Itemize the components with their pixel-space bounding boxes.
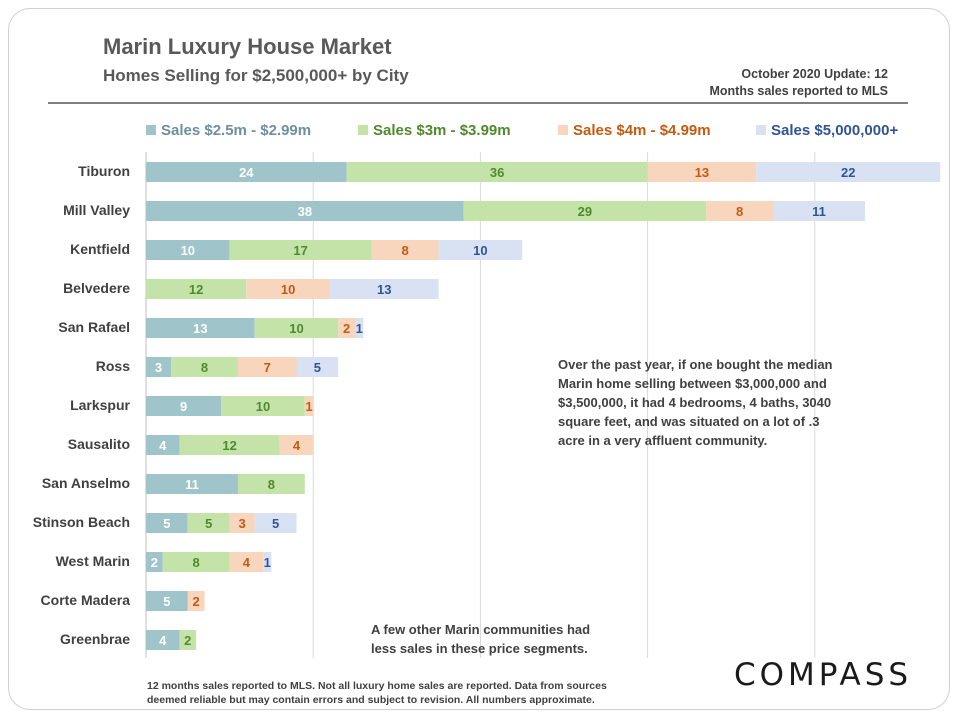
category-label-tiburon: Tiburon: [78, 163, 130, 179]
footer-disclaimer: 12 months sales reported to MLS. Not all…: [147, 679, 607, 707]
page-subtitle: Homes Selling for $2,500,000+ by City: [103, 66, 409, 85]
category-label-kentfield: Kentfield: [70, 241, 130, 257]
median-note-line-4: square feet, and was situated on a lot o…: [558, 414, 820, 429]
category-label-san-anselmo: San Anselmo: [41, 475, 130, 491]
legend-swatch-3m: [358, 125, 368, 135]
median-note-line-2: Marin home selling between $3,000,000 an…: [558, 376, 827, 391]
category-label-san-rafael: San Rafael: [58, 319, 130, 335]
median-home-note: Over the past year, if one bought the me…: [558, 355, 833, 450]
category-label-sausalito: Sausalito: [67, 436, 130, 452]
legend-swatch-4m: [558, 125, 568, 135]
header-divider: [48, 102, 908, 104]
legend-swatch-2-5m: [146, 125, 156, 135]
compass-logo: COMPASS: [734, 657, 913, 693]
category-label-ross: Ross: [95, 358, 130, 374]
update-line-1: October 2020 Update: 12: [741, 67, 888, 81]
category-label-west-marin: West Marin: [55, 553, 130, 569]
legend-label-2-5m: Sales $2.5m - $2.99m: [161, 122, 312, 139]
others-note-line-2: less sales in these price segments.: [371, 641, 588, 656]
footer-line-1: 12 months sales reported to MLS. Not all…: [147, 680, 607, 692]
page-title: Marin Luxury House Market: [103, 34, 392, 59]
legend-item-4m: Sales $4m - $4.99m: [558, 122, 711, 139]
footer-line-2: deemed reliable but may contain errors a…: [147, 694, 595, 706]
legend-label-3m: Sales $3m - $3.99m: [373, 122, 511, 139]
median-note-line-3: $3,500,000, it had 4 bedrooms, 4 baths, …: [558, 395, 832, 410]
others-note-line-1: A few other Marin communities had: [371, 622, 591, 637]
legend-label-5m: Sales $5,000,000+: [771, 122, 899, 139]
legend-label-4m: Sales $4m - $4.99m: [573, 122, 711, 139]
update-note: October 2020 Update: 12 Months sales rep…: [710, 66, 889, 100]
median-note-line-1: Over the past year, if one bought the me…: [558, 357, 833, 372]
median-note-line-5: acre in a very affluent community.: [558, 433, 768, 448]
category-label-belvedere: Belvedere: [63, 280, 130, 296]
category-label-larkspur: Larkspur: [70, 397, 130, 413]
category-label-mill-valley: Mill Valley: [63, 202, 130, 218]
legend-item-3m: Sales $3m - $3.99m: [358, 122, 511, 139]
other-communities-note: A few other Marin communities had less s…: [371, 620, 590, 658]
update-line-2: Months sales reported to MLS: [709, 84, 889, 98]
legend-item-2-5m: Sales $2.5m - $2.99m: [146, 122, 311, 139]
category-label-stinson-beach: Stinson Beach: [32, 514, 130, 530]
legend-item-5m: Sales $5,000,000+: [756, 122, 898, 139]
category-label-corte-madera: Corte Madera: [40, 592, 130, 608]
category-label-greenbrae: Greenbrae: [59, 631, 130, 647]
legend-swatch-5m: [756, 125, 766, 135]
